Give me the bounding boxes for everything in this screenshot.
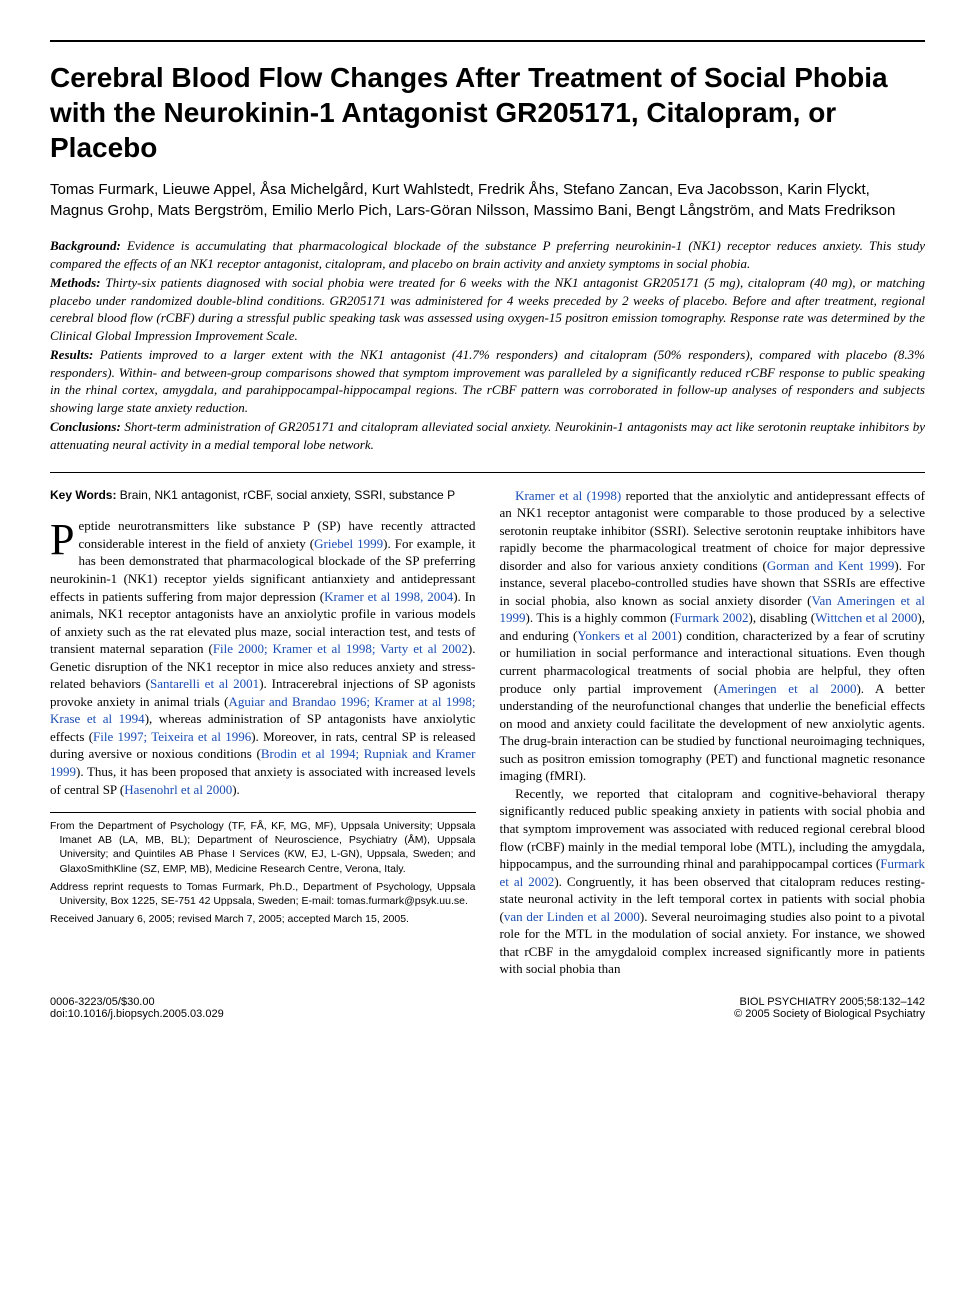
citation[interactable]: Wittchen et al 2000 [815, 610, 917, 625]
top-rule [50, 40, 925, 42]
citation[interactable]: Santarelli et al 2001 [150, 676, 259, 691]
citation[interactable]: van der Linden et al 2000 [504, 909, 640, 924]
abstract-background: Background: Evidence is accumulating tha… [50, 237, 925, 272]
citation[interactable]: File 1997; Teixeira et al 1996 [93, 729, 251, 744]
page-footer: 0006-3223/05/$30.00 doi:10.1016/j.biopsy… [50, 996, 925, 1020]
footer-left: 0006-3223/05/$30.00 doi:10.1016/j.biopsy… [50, 996, 224, 1020]
left-para-1: Peptide neurotransmitters like substance… [50, 517, 476, 798]
abstract-methods-text: Thirty-six patients diagnosed with socia… [50, 275, 925, 343]
footer-copyright: © 2005 Society of Biological Psychiatry [734, 1008, 925, 1020]
abstract-block: Background: Evidence is accumulating tha… [50, 237, 925, 454]
footnote-rule [50, 812, 476, 813]
footnotes-block: From the Department of Psychology (TF, F… [50, 819, 476, 926]
footnote-dates: Received January 6, 2005; revised March … [50, 912, 476, 926]
keywords-block: Key Words: Brain, NK1 antagonist, rCBF, … [50, 487, 476, 504]
right-para-1: Kramer et al (1998) reported that the an… [500, 487, 926, 785]
article-title: Cerebral Blood Flow Changes After Treatm… [50, 60, 925, 165]
citation[interactable]: Griebel 1999 [314, 536, 383, 551]
abstract-results-text: Patients improved to a larger extent wit… [50, 347, 925, 415]
citation[interactable]: Ameringen et al 2000 [718, 681, 856, 696]
right-column: Kramer et al (1998) reported that the an… [500, 487, 926, 978]
left-column: Key Words: Brain, NK1 antagonist, rCBF, … [50, 487, 476, 978]
mid-rule [50, 472, 925, 473]
abstract-methods: Methods: Thirty-six patients diagnosed w… [50, 274, 925, 344]
abstract-results: Results: Patients improved to a larger e… [50, 346, 925, 416]
citation[interactable]: Kramer et al (1998) [515, 488, 621, 503]
dropcap: P [50, 517, 78, 558]
author-list: Tomas Furmark, Lieuwe Appel, Åsa Michelg… [50, 179, 925, 221]
footer-right: BIOL PSYCHIATRY 2005;58:132–142 © 2005 S… [734, 996, 925, 1020]
footer-doi: doi:10.1016/j.biopsych.2005.03.029 [50, 1008, 224, 1020]
abstract-conclusions-label: Conclusions: [50, 419, 121, 434]
footnote-affiliation: From the Department of Psychology (TF, F… [50, 819, 476, 876]
citation[interactable]: Gorman and Kent 1999 [767, 558, 895, 573]
citation[interactable]: Hasenohrl et al 2000 [124, 782, 232, 797]
citation[interactable]: Furmark 2002 [674, 610, 748, 625]
abstract-conclusions-text: Short-term administration of GR205171 an… [50, 419, 925, 452]
citation[interactable]: File 2000; Kramer et al 1998; Varty et a… [213, 641, 468, 656]
right-para-2: Recently, we reported that citalopram an… [500, 785, 926, 978]
footer-journal-ref: BIOL PSYCHIATRY 2005;58:132–142 [734, 996, 925, 1008]
footer-issn-price: 0006-3223/05/$30.00 [50, 996, 224, 1008]
abstract-background-text: Evidence is accumulating that pharmacolo… [50, 238, 925, 271]
abstract-results-label: Results: [50, 347, 93, 362]
footnote-correspondence: Address reprint requests to Tomas Furmar… [50, 880, 476, 908]
citation[interactable]: Kramer et al 1998, 2004 [324, 589, 453, 604]
abstract-methods-label: Methods: [50, 275, 101, 290]
citation[interactable]: Yonkers et al 2001 [577, 628, 677, 643]
keywords-text: Brain, NK1 antagonist, rCBF, social anxi… [116, 488, 455, 502]
two-column-body: Key Words: Brain, NK1 antagonist, rCBF, … [50, 487, 925, 978]
keywords-label: Key Words: [50, 488, 116, 502]
abstract-background-label: Background: [50, 238, 121, 253]
abstract-conclusions: Conclusions: Short-term administration o… [50, 418, 925, 453]
